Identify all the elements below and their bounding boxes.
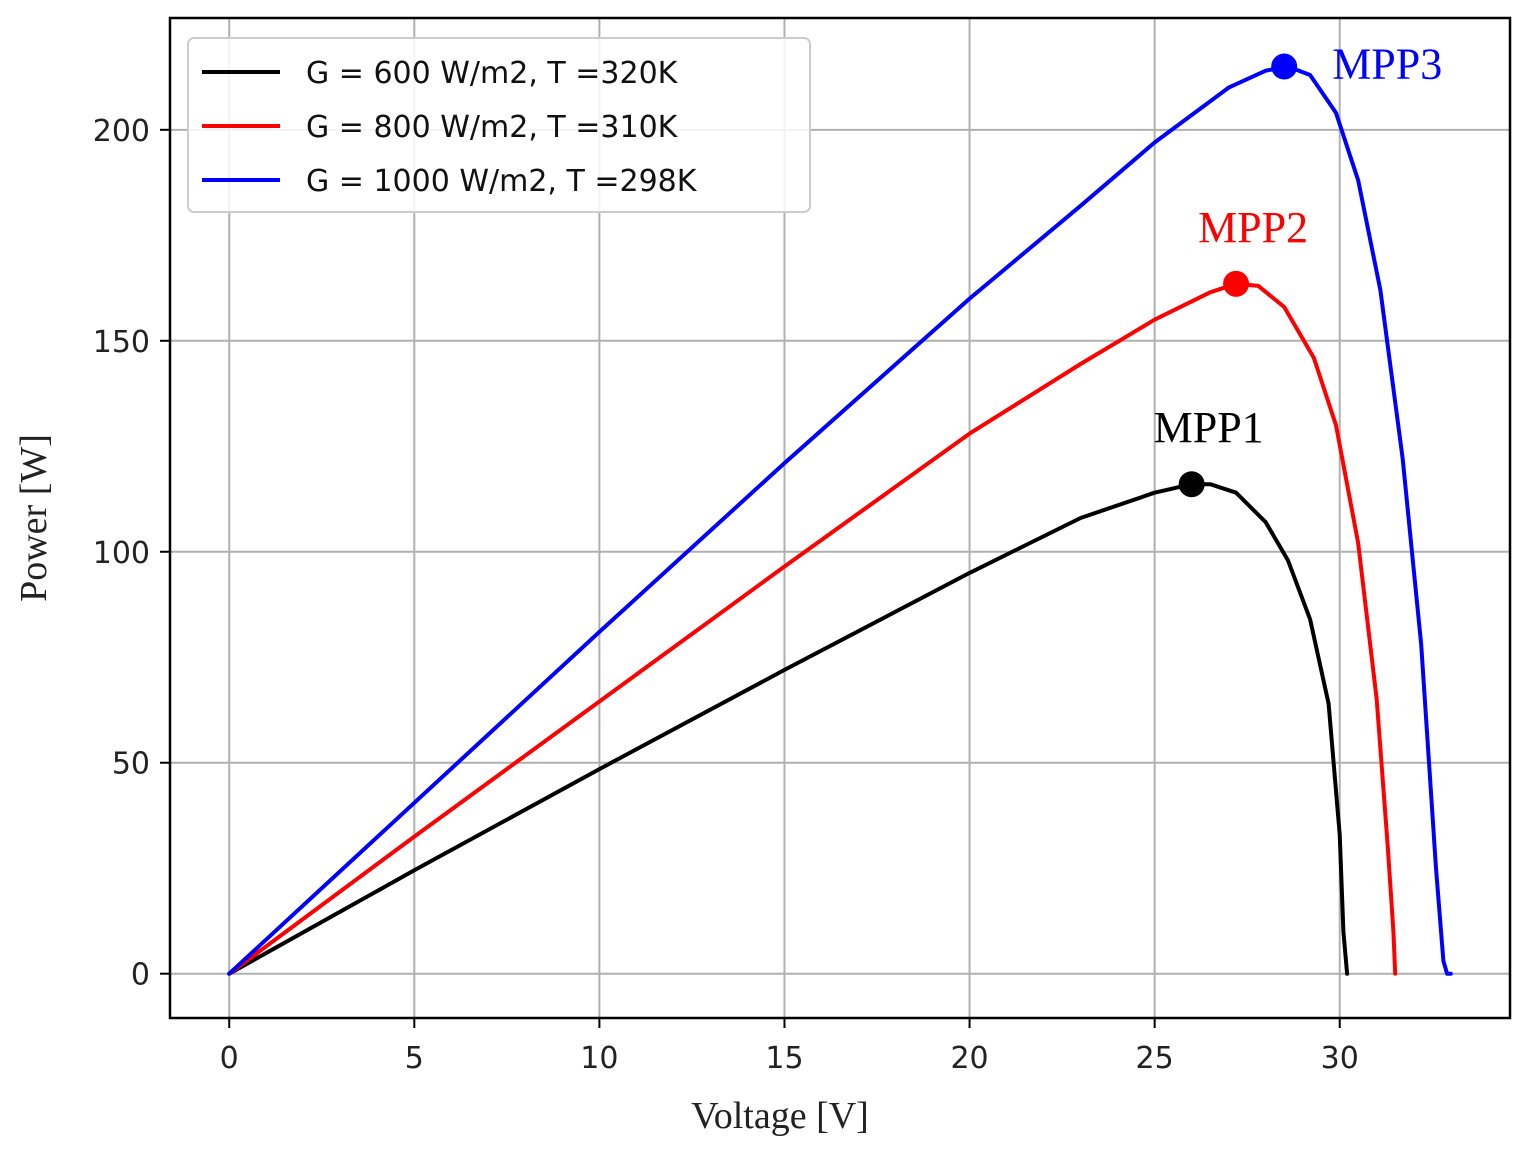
mpp3-label: MPP3 — [1332, 40, 1442, 89]
x-tick-label: 0 — [220, 1041, 239, 1076]
series-line-3 — [227, 64, 1453, 976]
x-tick-label: 25 — [1136, 1041, 1174, 1076]
tick-labels: 0 5 10 15 20 25 30 0 50 100 150 200 — [93, 114, 1359, 1076]
x-tick-label: 5 — [405, 1041, 424, 1076]
legend-label-3: G = 1000 W/m2, T =298K — [306, 164, 698, 199]
y-tick-label: 150 — [93, 325, 150, 360]
series-line-1 — [227, 482, 1350, 976]
x-tick-label: 15 — [765, 1041, 803, 1076]
mpp2-marker — [1223, 270, 1250, 297]
y-tick-label: 200 — [93, 114, 150, 149]
mpp1-label: MPP1 — [1154, 403, 1264, 452]
y-tick-label: 100 — [93, 536, 150, 571]
y-tick-label: 0 — [131, 958, 150, 993]
y-tick-label: 50 — [112, 747, 150, 782]
x-tick-label: 30 — [1321, 1041, 1359, 1076]
legend-box — [187, 37, 811, 213]
y-axis-label: Power [W] — [13, 434, 55, 602]
x-tick-label: 20 — [950, 1041, 988, 1076]
legend-label-2: G = 800 W/m2, T =310K — [306, 110, 679, 145]
series-line-2 — [227, 281, 1398, 976]
plot-frame — [168, 16, 1512, 1020]
x-axis-label: Voltage [V] — [691, 1095, 869, 1137]
legend: G = 600 W/m2, T =320K G = 800 W/m2, T =31… — [187, 37, 811, 213]
legend-label-1: G = 600 W/m2, T =320K — [306, 56, 679, 91]
mpp-markers: MPP1 MPP2 MPP3 — [1154, 40, 1442, 498]
mpp2-label: MPP2 — [1198, 203, 1308, 252]
x-tick-label: 10 — [580, 1041, 618, 1076]
mpp1-marker — [1178, 471, 1205, 498]
mpp3-marker — [1271, 53, 1298, 80]
